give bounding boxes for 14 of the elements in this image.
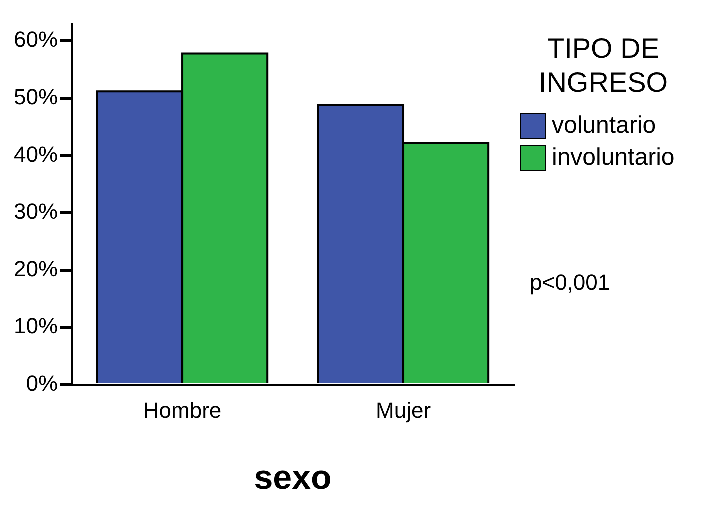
legend-title: TIPO DE INGRESO: [538, 32, 670, 100]
y-tick-label: 10%: [14, 314, 58, 339]
x-tick-label: Hombre: [143, 398, 222, 424]
y-tick-label: 20%: [14, 256, 58, 282]
y-tick-label: 0%: [26, 370, 58, 396]
y-tick-label: 60%: [14, 27, 58, 52]
y-tick-label: 50%: [14, 84, 58, 110]
text: p<0,001: [530, 270, 610, 296]
y-tick-label: 30%: [14, 199, 58, 224]
x-tick-label: Mujer: [376, 398, 432, 424]
x-axis-title: sexo: [254, 458, 332, 497]
y-tick-label: 40%: [14, 142, 58, 167]
legend-label: involuntario: [552, 144, 675, 172]
legend-label: voluntario: [552, 112, 656, 140]
